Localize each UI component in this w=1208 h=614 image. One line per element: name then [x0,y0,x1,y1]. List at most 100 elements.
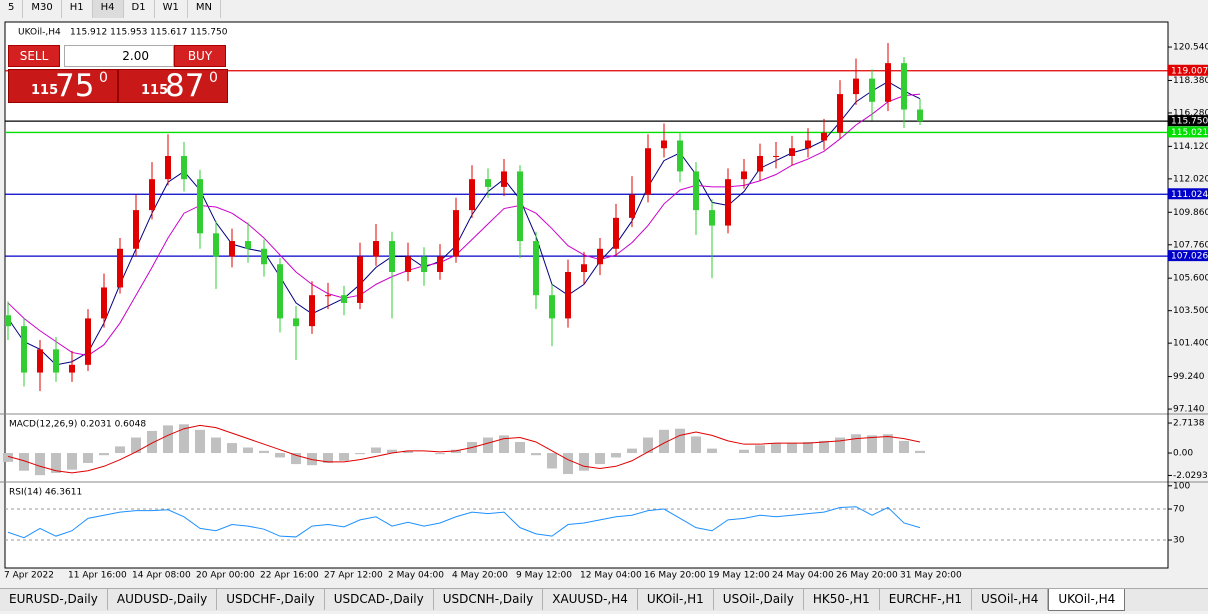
time-label: 7 Apr 2022 [4,571,54,581]
candle-body [469,179,475,211]
level-label-bg [1168,64,1208,76]
candle-body [565,271,571,319]
macd-bar [499,435,509,454]
level-label: 119.007 [1171,66,1208,76]
moving-average [7,93,921,357]
macd-bar [259,450,269,454]
candle-body [773,155,779,157]
macd-bar [83,453,93,463]
time-label: 31 May 20:00 [900,571,962,581]
timeframe-button[interactable]: H4 [92,0,124,18]
macd-bar [179,424,189,454]
time-label: 24 May 04:00 [772,571,834,581]
price-big: 115 [141,83,169,98]
lot-input[interactable]: 2.00 [64,45,174,67]
macd-bar [339,453,349,461]
chart-tab[interactable]: EURUSD-,Daily [0,589,108,610]
macd-bar [739,449,749,454]
macd-bar [691,436,701,454]
macd-bar [131,437,141,454]
candle-body [757,155,763,172]
macd-bar [451,449,461,454]
level-label-bg [1168,115,1208,127]
candle-body [373,241,379,257]
time-label: 2 May 04:00 [388,571,444,581]
candle-body [693,171,699,211]
candle-body [581,264,587,272]
candle-body [421,256,427,272]
chart-tab[interactable]: XAUUSD-,H4 [543,589,638,610]
chart-window: 120.540 118.380 116.280 114.120 112.020 109.8… [0,21,1208,581]
sell-button[interactable]: SELL [8,45,60,67]
pane-title: MACD(12,26,9) 0.2031 0.6048 [9,420,146,430]
y-tick-label: 107.760 [1173,240,1208,250]
chart-tab[interactable]: EURCHF-,H1 [880,589,973,610]
y-tick-label: 118.380 [1173,76,1208,86]
timeframe-button[interactable]: D1 [124,0,155,18]
moving-average [7,81,921,366]
timeframe-button[interactable]: M30 [23,0,62,18]
candle-body [341,295,347,303]
chart-tab[interactable]: USDCNH-,Daily [434,589,544,610]
chart-tab[interactable]: USDCHF-,Daily [217,589,325,610]
macd-bar [3,453,13,462]
chart-tab[interactable]: UKOil-,H4 [1048,589,1126,611]
time-label: 27 Apr 12:00 [324,571,383,581]
candle-body [85,318,91,365]
chart-tab[interactable]: UKOil-,H1 [638,589,714,610]
candle-body [149,179,155,211]
candle-body [37,349,43,373]
macd-bar [243,447,253,454]
macd-bar [323,453,333,463]
y-tick-label: 100 [1173,481,1190,491]
sell-price[interactable]: 115 75 0 [8,68,118,104]
timeframe-button[interactable]: MN [188,0,221,18]
time-label: 14 Apr 08:00 [132,571,191,581]
level-label: 111.024 [1171,190,1208,200]
chart-tab[interactable]: AUDUSD-,Daily [108,589,218,610]
macd-bar [835,437,845,454]
y-tick-label: 114.120 [1173,142,1208,152]
timeframe-toolbar: 5 M30 H1 H4 D1 W1 MN [0,0,221,18]
macd-bar [115,446,125,454]
chart-tab[interactable]: USDCAD-,Daily [325,589,434,610]
candle-body [437,256,443,272]
chart-tab[interactable]: USOil-,H4 [972,589,1049,610]
candle-body [357,256,363,303]
candle-body [869,78,875,102]
macd-bar [755,445,765,454]
chart-tab[interactable]: HK50-,H1 [804,589,880,610]
macd-bar [659,429,669,454]
macd-bar [147,430,157,454]
timeframe-button[interactable]: 5 [0,0,24,18]
candle-body [181,155,187,180]
rsi-line [7,506,921,539]
time-label: 22 Apr 16:00 [260,571,319,581]
candle-body [725,179,731,226]
macd-bar [163,425,173,454]
candle-body [517,171,523,242]
buy-button[interactable]: BUY [174,45,226,67]
time-label: 9 May 12:00 [516,571,572,581]
chart-tabs: EURUSD-,Daily AUDUSD-,Daily USDCHF-,Daily U… [0,588,1208,611]
macd-bar [35,453,45,476]
candle-body [405,256,411,272]
candle-body [117,248,123,288]
time-label: 26 May 20:00 [836,571,898,581]
macd-bar [515,441,525,454]
buy-price[interactable]: 115 87 0 [118,68,228,104]
macd-bar [19,453,29,471]
level-label: 115.750 [1171,117,1208,127]
price-main: 75 [55,68,95,104]
timeframe-button[interactable]: W1 [155,0,188,18]
candle-body [197,179,203,234]
candle-body [229,241,235,257]
candle-body [21,326,27,373]
macd-bar [883,434,893,454]
timeframe-button[interactable]: H1 [62,0,93,18]
chart-tab[interactable]: USOil-,Daily [714,589,804,610]
macd-bar [355,453,365,455]
macd-bar [627,448,637,454]
lot-value: 2.00 [122,49,149,63]
